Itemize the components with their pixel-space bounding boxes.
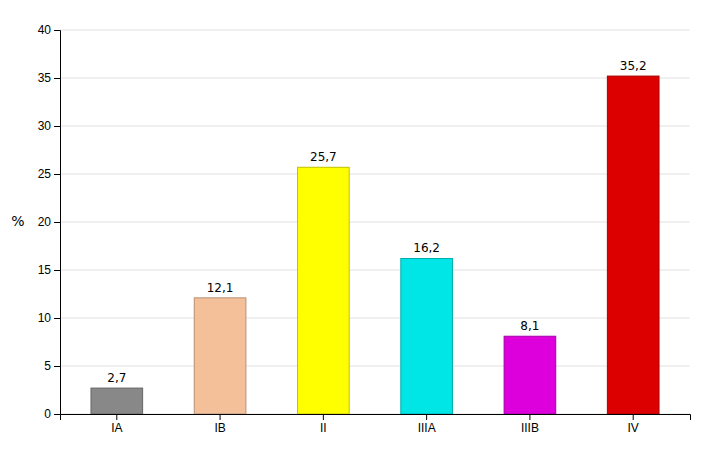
- x-tick-label: IIIB: [521, 421, 539, 435]
- y-tick: 5: [44, 359, 60, 373]
- y-tick: 10: [38, 311, 60, 325]
- y-tick: 20: [38, 215, 60, 229]
- y-tick-mark: [54, 270, 60, 271]
- x-axis-line: [61, 415, 691, 421]
- x-tick-label: IB: [214, 421, 225, 435]
- y-tick-label: 0: [44, 407, 51, 421]
- x-tick-mark: [323, 414, 324, 420]
- x-tick-mark: [116, 414, 117, 420]
- y-tick-label: 10: [38, 311, 52, 325]
- y-tick-label: 35: [38, 71, 52, 85]
- y-tick: 15: [38, 263, 60, 277]
- grid-line: [60, 222, 690, 223]
- x-tick-label: II: [320, 421, 327, 435]
- x-tick: IV: [628, 414, 639, 435]
- y-tick: 0: [44, 407, 60, 421]
- y-tick-mark: [54, 78, 60, 79]
- grid: [60, 30, 690, 414]
- x-tick-mark: [529, 414, 530, 420]
- chart: 2,7 12,1 25,7 16,2 8,1 35,2 0 5 10 15 20 25 30 35 40 IA…: [0, 0, 710, 454]
- y-tick-mark: [54, 366, 60, 367]
- x-tick: IA: [111, 414, 122, 435]
- y-tick: 35: [38, 71, 60, 85]
- grid-line: [60, 174, 690, 175]
- y-tick-label: 30: [38, 119, 52, 133]
- y-tick: 40: [38, 23, 60, 37]
- data-label: 8,1: [520, 319, 539, 333]
- x-tick: IB: [214, 414, 225, 435]
- plot: 2,7 12,1 25,7 16,2 8,1 35,2 0 5 10 15 20 25 30 35 40 IA…: [38, 23, 691, 434]
- bar: [401, 258, 453, 414]
- bar: [607, 76, 659, 414]
- bar: [298, 167, 350, 414]
- bar: [194, 298, 246, 414]
- y-tick-label: 15: [38, 263, 52, 277]
- x-tick-label: IIIA: [418, 421, 436, 435]
- grid-line: [60, 78, 690, 79]
- x-tick-mark: [220, 414, 221, 420]
- x-axis: IA IB II IIIA IIIB IV: [61, 414, 691, 435]
- y-tick: 30: [38, 119, 60, 133]
- bars: [91, 76, 659, 414]
- grid-line: [60, 126, 690, 127]
- bar: [504, 336, 556, 414]
- x-tick-mark: [426, 414, 427, 420]
- grid-line: [60, 30, 690, 31]
- y-axis-title: %: [11, 213, 24, 229]
- y-axis-line: [54, 31, 61, 415]
- x-tick-mark: [633, 414, 634, 420]
- x-tick: IIIB: [521, 414, 539, 435]
- data-label: 25,7: [310, 150, 337, 164]
- x-tick-label: IV: [628, 421, 639, 435]
- y-tick-label: 5: [44, 359, 51, 373]
- y-axis: 0 5 10 15 20 25 30 35 40: [38, 23, 61, 421]
- data-label: 12,1: [207, 281, 234, 295]
- y-tick-mark: [54, 30, 60, 31]
- x-tick-label: IA: [111, 421, 122, 435]
- y-tick-label: 40: [38, 23, 52, 37]
- y-tick-mark: [54, 174, 60, 175]
- y-tick-mark: [54, 414, 60, 415]
- data-label: 35,2: [620, 59, 647, 73]
- y-tick: 25: [38, 167, 60, 181]
- bar: [91, 388, 143, 414]
- y-tick-mark: [54, 222, 60, 223]
- x-tick: IIIA: [418, 414, 436, 435]
- y-tick-label: 20: [38, 215, 52, 229]
- y-tick-label: 25: [38, 167, 52, 181]
- data-label: 16,2: [413, 241, 440, 255]
- x-tick: II: [320, 414, 327, 435]
- y-tick-mark: [54, 126, 60, 127]
- data-label: 2,7: [107, 371, 126, 385]
- y-tick-mark: [54, 318, 60, 319]
- grid-line: [60, 366, 690, 367]
- data-labels: 2,7 12,1 25,7 16,2 8,1 35,2: [107, 59, 646, 385]
- grid-line: [60, 270, 690, 271]
- grid-line: [60, 318, 690, 319]
